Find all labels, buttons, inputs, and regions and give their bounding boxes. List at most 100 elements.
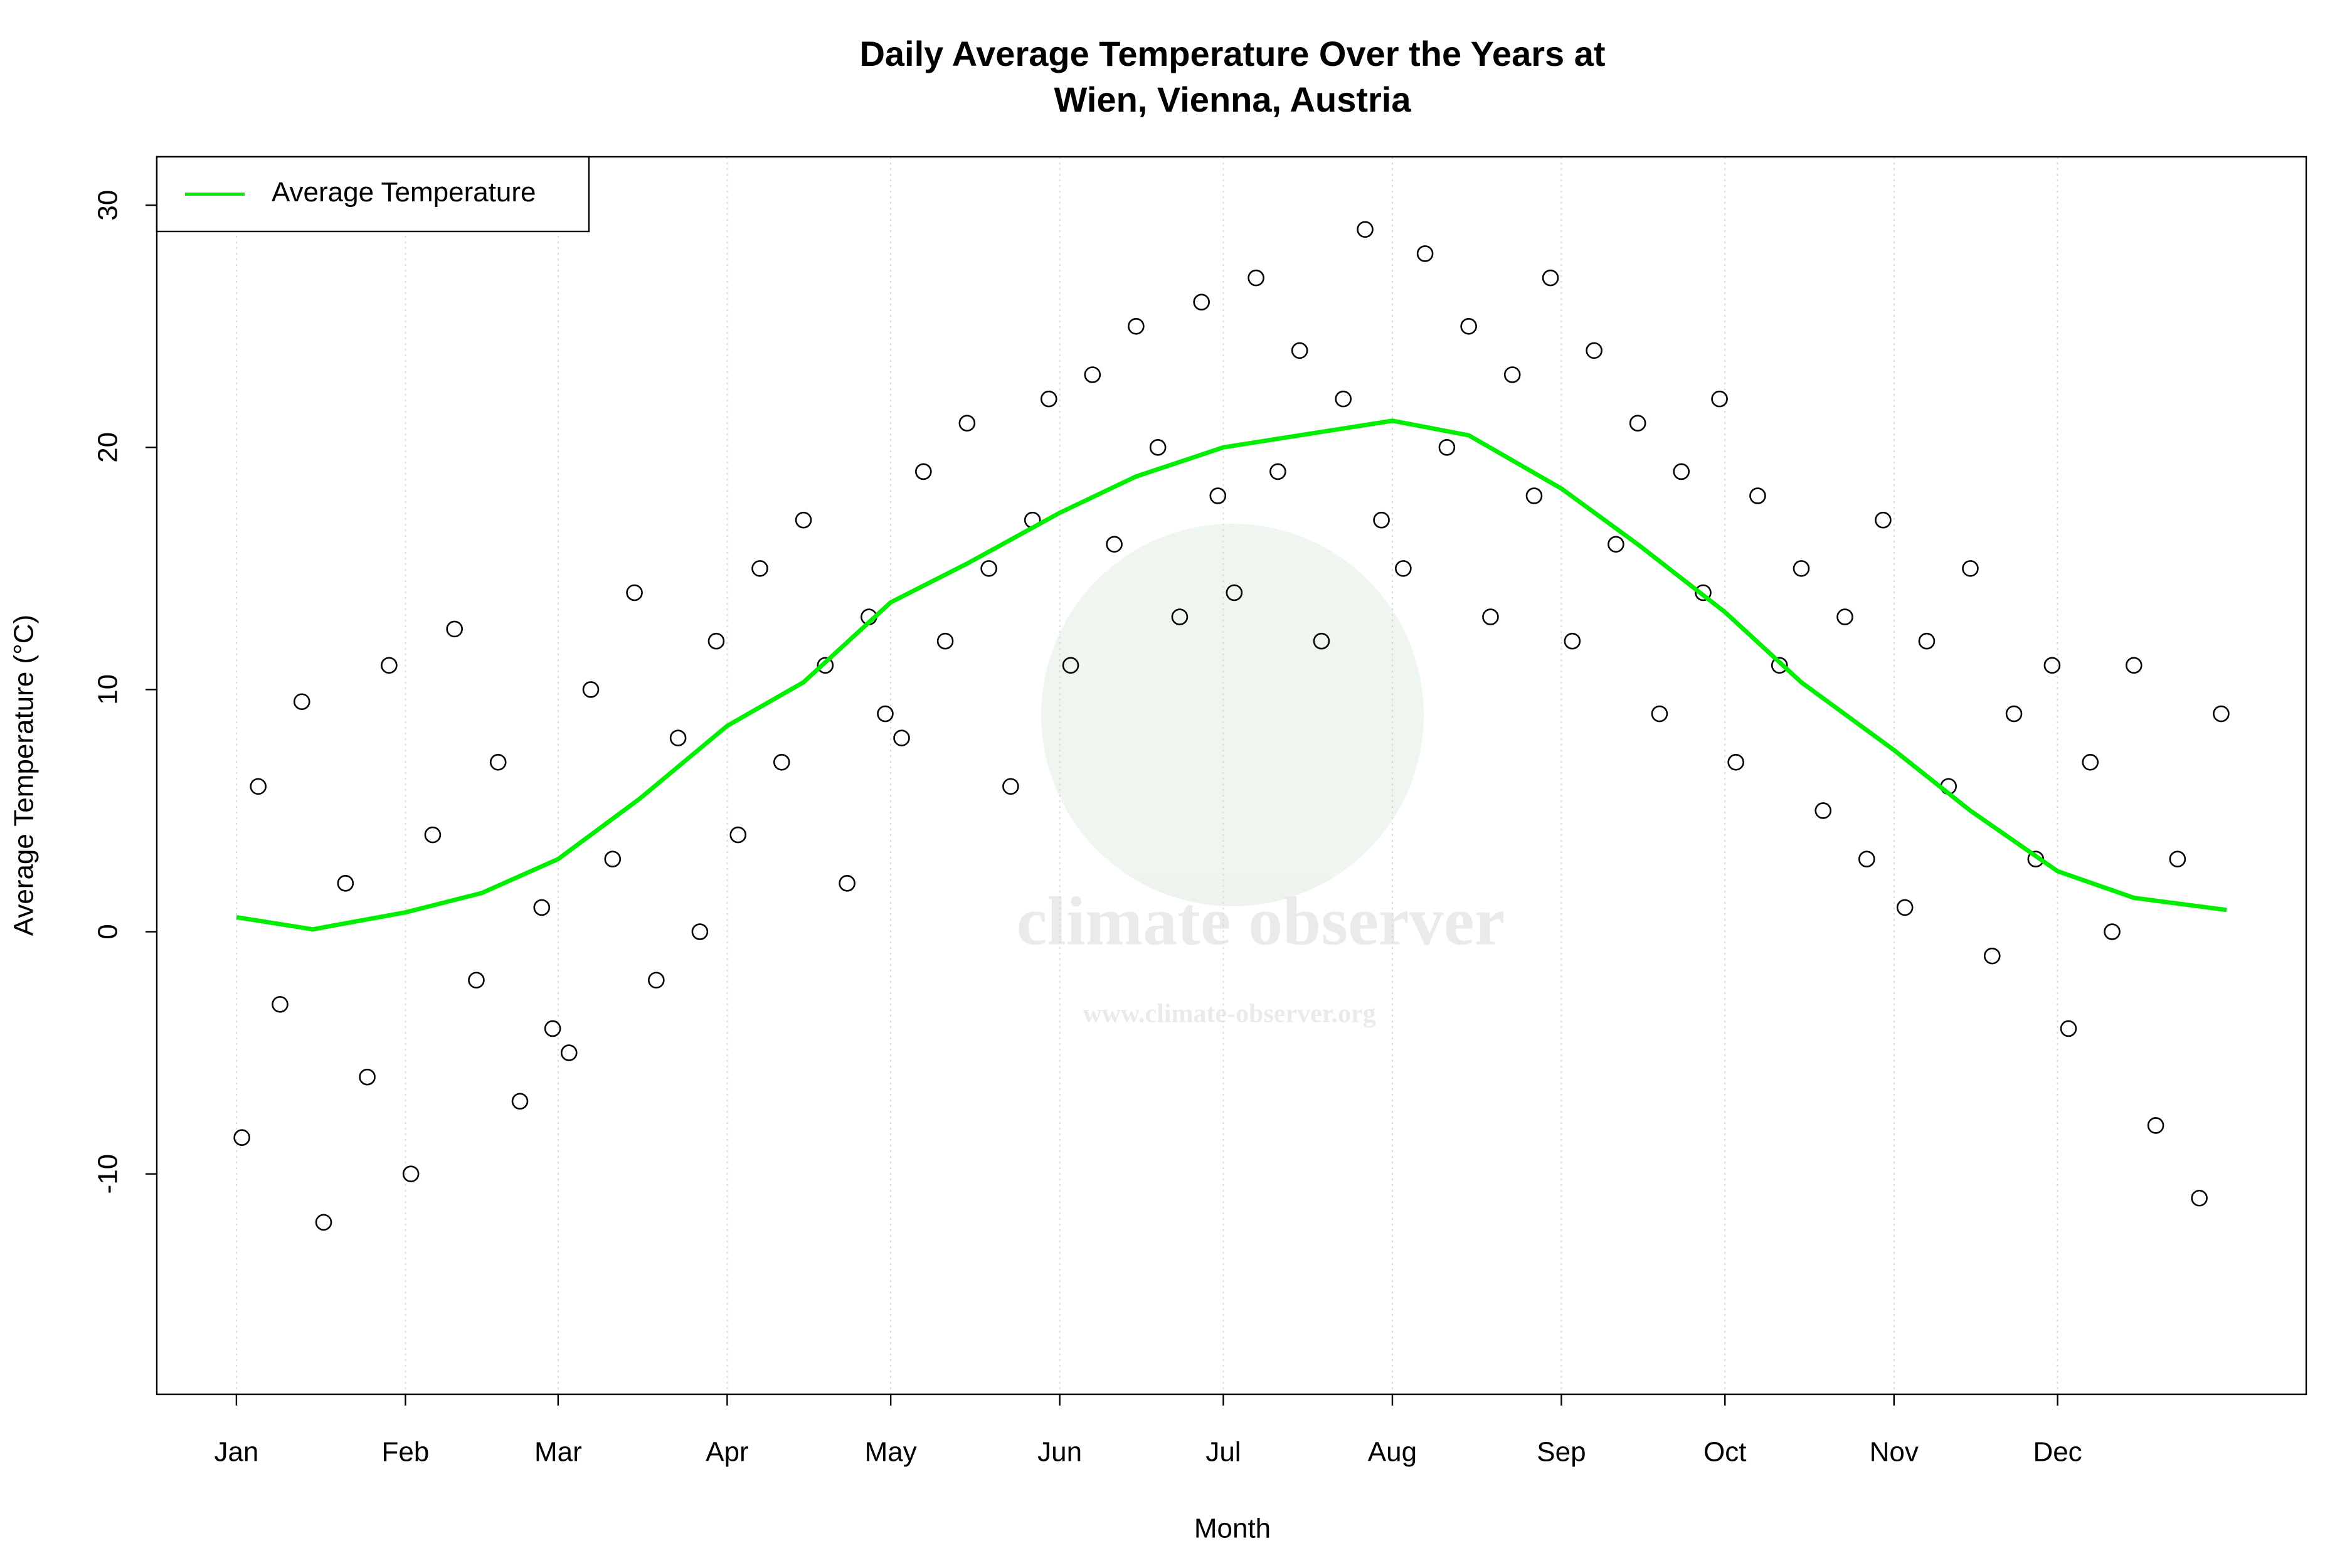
- data-point: [1062, 657, 1079, 674]
- data-point: [1629, 415, 1646, 432]
- x-tick-label: Sep: [1537, 1437, 1586, 1468]
- x-tick-label: Jan: [214, 1437, 258, 1468]
- data-point: [1248, 269, 1264, 287]
- watermark-globe: [1041, 524, 1424, 906]
- data-point: [1395, 560, 1412, 577]
- data-point: [560, 1044, 578, 1061]
- y-tick-label: 10: [93, 674, 124, 705]
- data-point: [817, 657, 834, 674]
- data-point: [1357, 221, 1374, 238]
- data-point: [424, 826, 442, 844]
- data-point: [1373, 511, 1390, 529]
- data-point: [1962, 560, 1979, 577]
- x-tick-label: Feb: [382, 1437, 430, 1468]
- x-tick-label: Mar: [534, 1437, 582, 1468]
- data-point: [626, 584, 643, 601]
- data-point: [544, 1020, 561, 1037]
- data-point: [1711, 390, 1728, 408]
- data-point: [293, 693, 310, 711]
- data-point: [1771, 657, 1788, 674]
- data-point: [2147, 1117, 2164, 1134]
- data-point: [337, 875, 354, 892]
- data-point: [1793, 560, 1810, 577]
- y-axis-label: Average Temperature (°C): [9, 615, 40, 936]
- data-point: [980, 560, 997, 577]
- chart-title: Daily Average Temperature Over the Years…: [859, 34, 1605, 73]
- data-point: [773, 753, 790, 771]
- legend: Average Temperature: [156, 156, 590, 233]
- data-point: [877, 705, 894, 723]
- data-point: [1313, 632, 1330, 650]
- legend-label: Average Temperature: [272, 177, 536, 208]
- data-point: [489, 753, 507, 771]
- data-point: [315, 1214, 332, 1231]
- chart-title: Wien, Vienna, Austria: [1054, 80, 1412, 119]
- data-point: [582, 681, 600, 698]
- data-point: [1673, 463, 1690, 480]
- y-tick-label: 30: [93, 190, 124, 221]
- data-point: [751, 560, 768, 577]
- data-point: [1564, 632, 1581, 650]
- data-point: [1269, 463, 1286, 480]
- data-point: [2169, 850, 2186, 868]
- data-point: [707, 632, 725, 650]
- data-point: [2043, 657, 2061, 674]
- data-point: [1438, 439, 1456, 456]
- data-point: [1171, 608, 1189, 625]
- data-point: [1586, 342, 1602, 359]
- data-point: [1749, 487, 1766, 504]
- x-tick-label: Jun: [1037, 1437, 1082, 1468]
- x-tick-label: May: [865, 1437, 917, 1468]
- data-point: [1193, 294, 1210, 310]
- data-point: [2213, 705, 2230, 723]
- data-point: [468, 972, 485, 989]
- data-point: [2060, 1020, 2077, 1037]
- data-point: [1460, 317, 1477, 335]
- y-tick-label: 0: [93, 924, 124, 939]
- data-point: [1416, 245, 1434, 262]
- y-tick-label: 20: [93, 432, 124, 463]
- data-point: [1836, 608, 1853, 625]
- watermark-url: www.climate-observer.org: [1083, 1000, 1375, 1029]
- data-point: [1149, 439, 1167, 456]
- data-point: [511, 1093, 529, 1110]
- x-axis-label: Month: [1194, 1513, 1271, 1544]
- data-point: [691, 923, 709, 940]
- data-point: [233, 1129, 250, 1147]
- watermark-text: climate observer: [1017, 882, 1505, 959]
- x-tick-label: Aug: [1368, 1437, 1417, 1468]
- data-point: [1918, 632, 1936, 650]
- data-point: [1106, 536, 1123, 553]
- data-point: [2005, 705, 2023, 723]
- data-point: [272, 996, 289, 1013]
- data-point: [1482, 608, 1499, 625]
- y-tick-label: -10: [93, 1154, 124, 1194]
- data-point: [1542, 269, 1559, 287]
- plot-frame: [156, 156, 2307, 1396]
- data-point: [669, 729, 687, 746]
- data-point: [1335, 390, 1352, 408]
- data-point: [1002, 778, 1019, 795]
- data-point: [359, 1068, 376, 1086]
- data-point: [958, 415, 976, 432]
- data-point: [1209, 487, 1227, 504]
- data-point: [1291, 342, 1308, 359]
- data-point: [936, 632, 954, 650]
- data-point: [604, 850, 622, 868]
- data-point: [2082, 753, 2099, 771]
- data-point: [1727, 753, 1744, 771]
- x-tick-label: Dec: [2033, 1437, 2082, 1468]
- data-point: [2104, 923, 2121, 940]
- data-point: [1858, 850, 1875, 868]
- data-point: [1525, 487, 1543, 504]
- data-point: [533, 899, 551, 916]
- data-point: [1983, 947, 2001, 965]
- x-tick-label: Oct: [1703, 1437, 1746, 1468]
- data-point: [893, 729, 910, 746]
- data-point: [1040, 390, 1057, 408]
- data-point: [1503, 366, 1521, 383]
- data-point: [446, 620, 463, 638]
- x-tick-label: Nov: [1870, 1437, 1919, 1468]
